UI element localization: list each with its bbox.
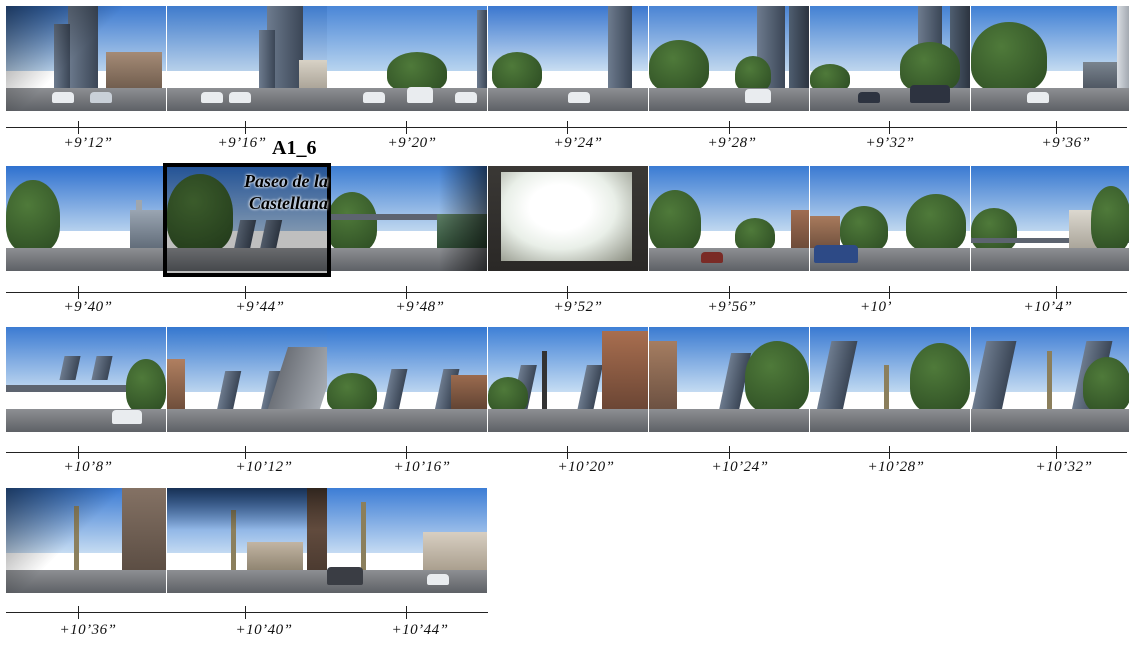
street-name-line: Paseo de la xyxy=(244,171,328,191)
video-frame xyxy=(971,166,1129,271)
timeline-tick xyxy=(406,121,407,134)
video-frame xyxy=(488,6,648,111)
timeline-tick xyxy=(567,286,568,299)
timestamp-label: +10’24” xyxy=(711,459,769,475)
video-frame xyxy=(327,6,487,111)
video-frame xyxy=(649,327,809,432)
timeline-axis xyxy=(6,452,1127,453)
timestamp-label: +9’36” xyxy=(1041,135,1091,151)
video-frame xyxy=(810,6,970,111)
timeline-tick xyxy=(729,286,730,299)
timestamp-label: +9’24” xyxy=(553,135,603,151)
timestamp-label: +9’48” xyxy=(395,299,445,315)
timeline-tick xyxy=(78,606,79,619)
timeline-tick xyxy=(245,121,246,134)
highlighted-frame-box xyxy=(163,163,331,277)
timeline-tick xyxy=(78,121,79,134)
timeline-tick xyxy=(889,121,890,134)
timeline-axis xyxy=(6,127,1127,128)
video-frame xyxy=(488,327,648,432)
video-frame xyxy=(488,166,648,271)
timestamp-label: +9’16” xyxy=(217,135,267,151)
video-frame xyxy=(6,488,166,593)
timestamp-label: +9’28” xyxy=(707,135,757,151)
video-frame xyxy=(810,327,970,432)
timestamp-label: +10’32” xyxy=(1035,459,1093,475)
video-frame xyxy=(810,166,970,271)
timeline-tick xyxy=(567,446,568,459)
timestamp-label: +10’12” xyxy=(235,459,293,475)
video-frame xyxy=(649,166,809,271)
timestamp-label: +9’52” xyxy=(553,299,603,315)
video-frame xyxy=(167,166,327,271)
timeline-tick xyxy=(1056,446,1057,459)
timeline-tick xyxy=(406,446,407,459)
video-frame xyxy=(971,327,1129,432)
street-name-line: Castellana xyxy=(248,193,328,213)
timeline-tick xyxy=(245,606,246,619)
video-frame xyxy=(6,6,166,111)
video-frame xyxy=(167,488,327,593)
timestamp-label: +9’56” xyxy=(707,299,757,315)
timeline-tick xyxy=(889,446,890,459)
timestamp-label: +10’28” xyxy=(867,459,925,475)
timeline-tick xyxy=(406,606,407,619)
timeline-tick xyxy=(729,121,730,134)
timeline-tick xyxy=(889,286,890,299)
video-frame xyxy=(649,6,809,111)
timestamp-label: +10’40” xyxy=(235,622,293,638)
timeline-tick xyxy=(567,121,568,134)
timestamp-label: +10’4” xyxy=(1023,299,1073,315)
timeline-tick xyxy=(1056,121,1057,134)
timeline-tick xyxy=(78,446,79,459)
video-frame xyxy=(6,166,166,271)
timestamp-label: +10’36” xyxy=(59,622,117,638)
timeline-tick xyxy=(78,286,79,299)
timestamp-label: +10’8” xyxy=(63,459,113,475)
timeline-tick xyxy=(729,446,730,459)
video-frame xyxy=(327,327,487,432)
video-frame xyxy=(971,6,1129,111)
video-frame xyxy=(167,327,327,432)
timeline-tick xyxy=(245,446,246,459)
timestamp-label: +9’44” xyxy=(235,299,285,315)
timestamp-label: +10’20” xyxy=(557,459,615,475)
timestamp-label: +10’ xyxy=(859,299,893,315)
video-frame xyxy=(6,327,166,432)
timeline-axis xyxy=(6,292,1127,293)
video-frame xyxy=(167,6,327,111)
timestamp-label: +10’44” xyxy=(391,622,449,638)
timeline-axis xyxy=(6,612,488,613)
street-name-label: Paseo de la Castellana xyxy=(198,170,328,214)
timestamp-label: +9’40” xyxy=(63,299,113,315)
timestamp-label: +10’16” xyxy=(393,459,451,475)
timestamp-label: +9’20” xyxy=(387,135,437,151)
timestamp-label: +9’12” xyxy=(63,135,113,151)
annotation-id-label: A1_6 xyxy=(272,137,317,159)
timeline-tick xyxy=(245,286,246,299)
timeline-tick xyxy=(406,286,407,299)
timeline-tick xyxy=(1056,286,1057,299)
timestamp-label: +9’32” xyxy=(865,135,915,151)
video-frame xyxy=(327,488,487,593)
video-frame xyxy=(327,166,487,271)
